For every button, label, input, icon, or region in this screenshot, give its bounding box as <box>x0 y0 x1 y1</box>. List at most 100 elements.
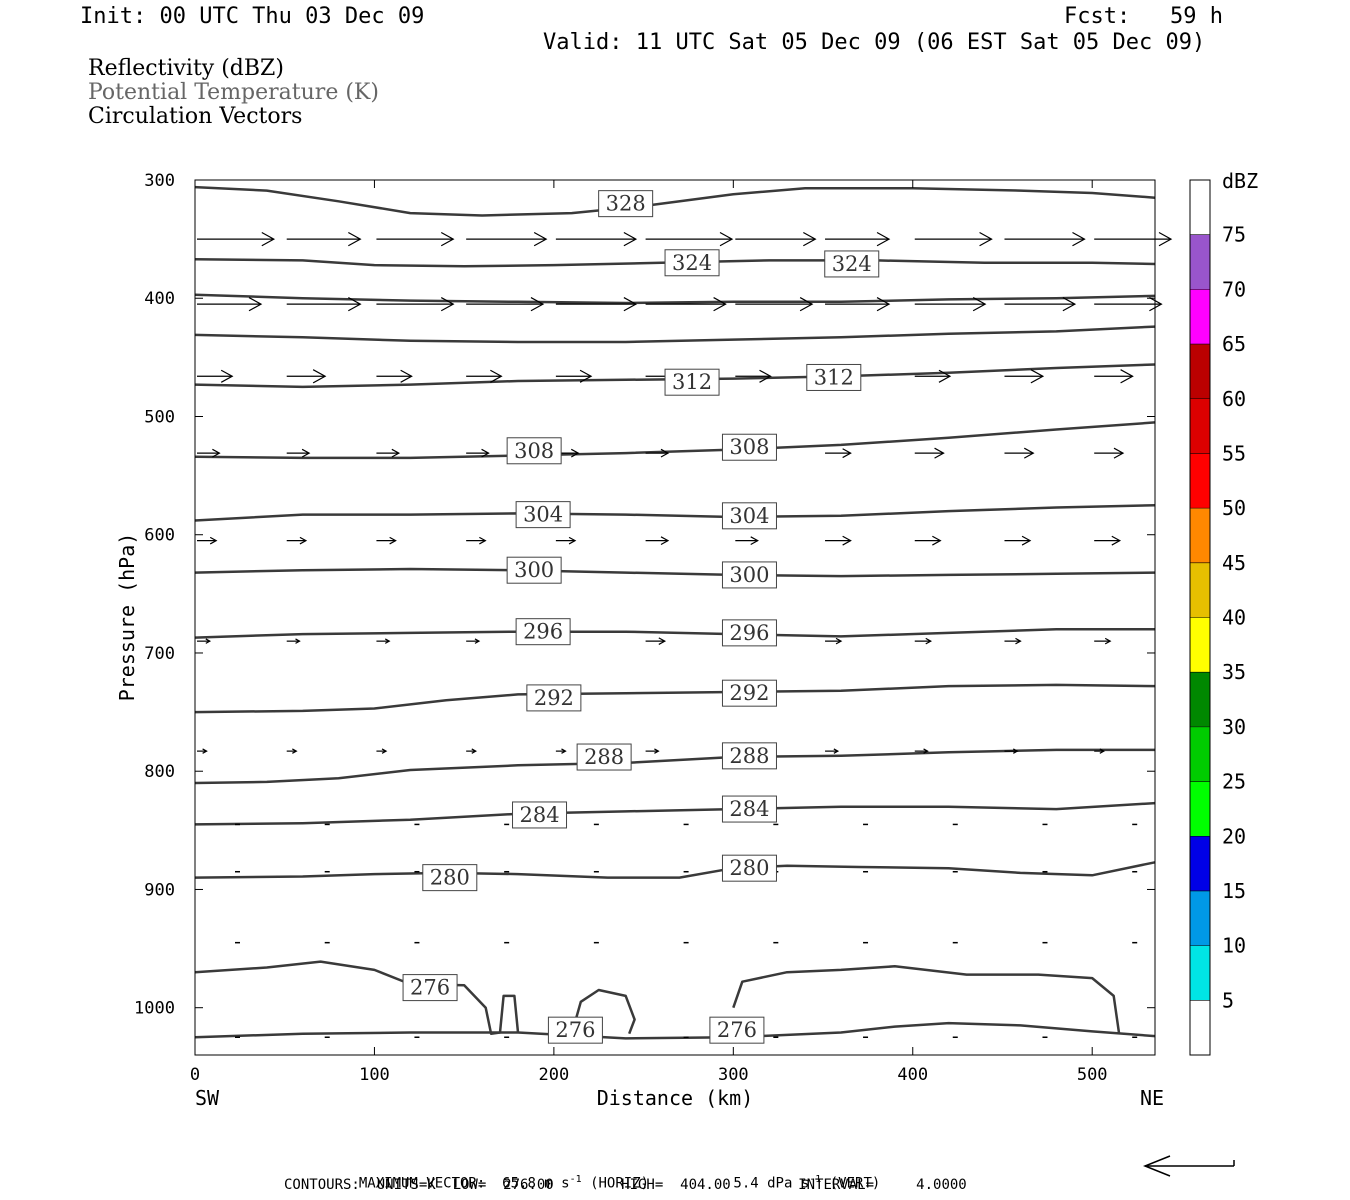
contour-label-box <box>721 795 777 823</box>
colorbar-segment <box>1190 890 1210 946</box>
vector-head <box>209 536 218 545</box>
contour-theta-308 <box>194 421 1156 460</box>
y-axis-title: Pressure (hPa) <box>115 533 139 702</box>
vector-head <box>202 748 208 754</box>
contour-theta-284 <box>194 801 1156 826</box>
contour-label-box <box>806 363 862 391</box>
contour-label: 328 <box>606 192 646 216</box>
contour-label-box <box>506 556 562 584</box>
vector-head <box>660 536 670 546</box>
contours-info: CONTOURS: UNITS=K LOW= 276.00 HIGH= 404.… <box>284 1177 967 1193</box>
contour-label-box <box>664 368 720 396</box>
colorbar-segment <box>1190 726 1210 782</box>
plot-frame <box>194 179 1156 1056</box>
contour-label-box <box>721 679 777 707</box>
colorbar-label: 50 <box>1222 496 1246 520</box>
vector-head <box>205 638 212 644</box>
y-tick-label: 600 <box>144 526 175 546</box>
vector-head <box>348 297 362 312</box>
vector-head <box>292 748 298 754</box>
contour-label: 312 <box>672 370 712 394</box>
vector-head <box>1149 297 1163 312</box>
vector-head <box>876 297 891 312</box>
vector-head <box>1023 447 1035 459</box>
contour-label: 300 <box>514 558 554 582</box>
vector-head <box>1113 447 1125 459</box>
vector-head <box>440 297 455 312</box>
field-theta: Potential Temperature (K) <box>88 80 379 105</box>
y-tick-label: 900 <box>144 880 175 900</box>
vector-head <box>471 748 478 754</box>
contour-label: 296 <box>729 621 769 645</box>
colorbar-label: 15 <box>1222 879 1246 903</box>
colorbar-segment <box>1190 836 1210 891</box>
contour-label: 288 <box>729 744 769 768</box>
colorbar-segment <box>1190 617 1210 673</box>
vector-head <box>384 638 391 644</box>
contour-theta-320 <box>194 293 1156 305</box>
contour-theta-292 <box>194 683 1156 714</box>
colorbar-label: 70 <box>1222 277 1246 301</box>
x-tick-label: 400 <box>897 1065 928 1085</box>
colorbar-label: 25 <box>1222 770 1246 794</box>
vector-head <box>623 297 638 312</box>
colorbar-label: 65 <box>1222 332 1246 356</box>
vector-head <box>923 748 929 754</box>
theta-contours <box>194 185 1156 1040</box>
colorbar-label: 45 <box>1222 551 1246 575</box>
contour-label-box <box>721 502 777 530</box>
vector-head <box>799 297 814 312</box>
x-tick-label: 300 <box>718 1065 749 1085</box>
contour-label-box <box>402 974 458 1002</box>
vector-head <box>932 535 942 546</box>
vector-head <box>299 536 308 545</box>
contour-label: 284 <box>729 797 769 821</box>
contour-label: 276 <box>717 1018 757 1042</box>
contour-label-box <box>576 743 632 771</box>
colorbar-segment <box>1190 453 1210 509</box>
vector-head <box>654 748 660 754</box>
contour-theta-300 <box>194 567 1156 578</box>
contour-label: 304 <box>523 503 563 527</box>
vector-head <box>835 637 843 645</box>
contour-label-box <box>721 433 777 461</box>
x-axis-left-label: SW <box>195 1086 220 1110</box>
x-axis-right-label: NE <box>1140 1086 1164 1110</box>
colorbar-segment <box>1190 289 1210 345</box>
vector-head <box>348 231 362 247</box>
colorbar-segment <box>1190 781 1210 837</box>
contour-label: 276 <box>555 1018 595 1042</box>
x-axis-title: Distance (km) <box>597 1086 754 1110</box>
contour-label: 292 <box>534 686 574 710</box>
vector-head <box>1015 637 1022 645</box>
contour-label-box <box>547 1016 603 1044</box>
y-tick-label: 300 <box>144 171 175 191</box>
vector-head <box>925 637 933 645</box>
contour-label-box <box>664 249 720 277</box>
vector-head <box>759 369 772 383</box>
max-vector-line: MAXIMUM VECTOR: 65.8 m s-1 (HORIZ) 5.4 d… <box>342 1158 880 1192</box>
vector-head <box>833 748 840 754</box>
vector-head <box>312 369 327 384</box>
field-vectors: Circulation Vectors <box>88 104 303 129</box>
contour-theta-276 <box>732 965 1121 1034</box>
colorbar-label: 75 <box>1222 223 1246 247</box>
vert-tag: (VERT) <box>829 1175 881 1192</box>
colorbar-segment <box>1190 562 1210 618</box>
contour-label: 296 <box>523 620 563 644</box>
y-tick-label: 400 <box>144 289 175 309</box>
vector-head <box>391 448 401 458</box>
vector-head <box>389 536 397 545</box>
contour-label: 304 <box>729 504 769 528</box>
contour-theta-328 <box>194 185 1156 217</box>
vector-head <box>481 448 490 458</box>
contour-theta-316 <box>194 325 1156 344</box>
contour-label: 292 <box>729 681 769 705</box>
colorbar-label: 40 <box>1222 606 1246 630</box>
contour-label-box <box>824 250 880 278</box>
colorbar-segment <box>1190 180 1210 235</box>
reflectivity-colorbar: 5 10 15 20 25 30 35 40 45 50 55 60 65 70 75 <box>1189 179 1246 1056</box>
contour-label-box <box>598 190 654 218</box>
contour-labels: 328 324 324 312 312 308 308 304 304 300 300 296 296 2… <box>402 190 880 1044</box>
